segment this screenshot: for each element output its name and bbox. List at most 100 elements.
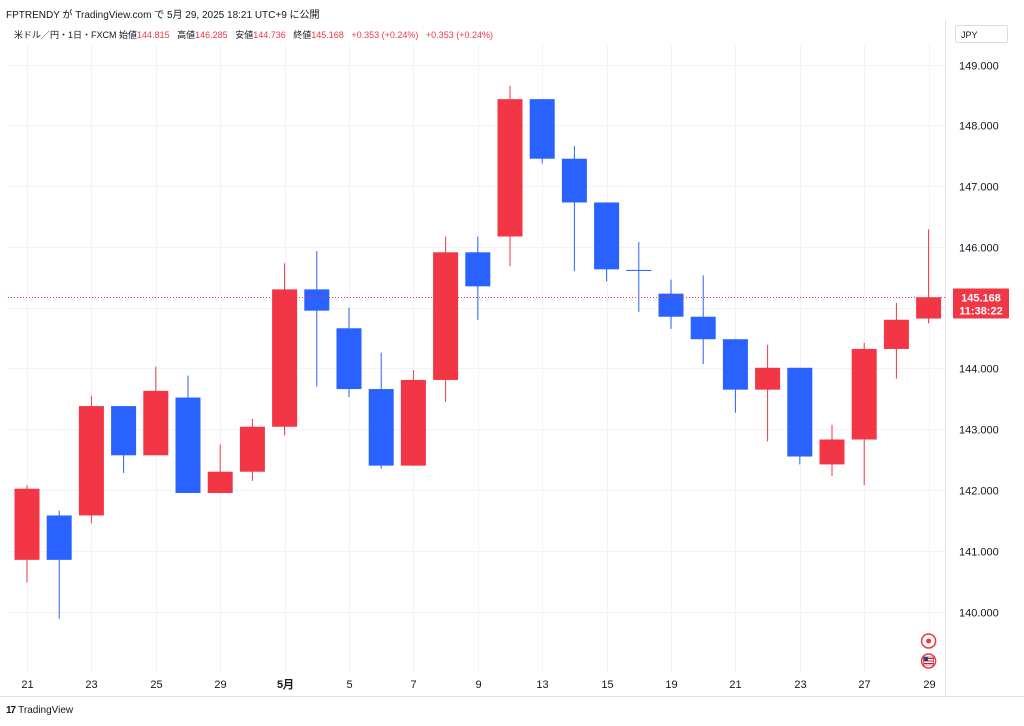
y-tick-label: 142.000 xyxy=(959,486,999,498)
x-tick-label: 5月 xyxy=(277,678,294,691)
candle xyxy=(78,395,104,524)
candle-body xyxy=(787,367,813,457)
x-tick-label: 29 xyxy=(923,679,935,691)
currency-button[interactable]: JPY xyxy=(955,25,1008,43)
low-label: 安値 xyxy=(235,30,254,40)
event-markers xyxy=(920,633,937,669)
change-value: +0.353 (+0.24%) xyxy=(351,30,419,40)
low-value: 144.736 xyxy=(253,30,286,40)
y-tick-label: 140.000 xyxy=(959,608,999,620)
candle-body xyxy=(207,471,233,493)
x-tick-label: 19 xyxy=(665,679,677,691)
candle-body xyxy=(143,390,169,456)
candles xyxy=(14,85,942,619)
candle-body xyxy=(658,293,684,317)
candle-body xyxy=(400,379,426,466)
x-tick-label: 21 xyxy=(21,679,33,691)
candle xyxy=(239,418,265,481)
candle xyxy=(819,424,845,476)
y-tick-label: 143.000 xyxy=(959,425,999,437)
x-tick-label: 9 xyxy=(475,679,481,691)
candle xyxy=(400,370,426,466)
tradingview-footer: 17 TradingView xyxy=(6,705,73,716)
last-price-label: 145.168 xyxy=(961,293,1001,305)
candle xyxy=(561,145,587,272)
candle xyxy=(465,236,491,320)
candle-body xyxy=(755,367,781,390)
candle-body xyxy=(239,426,265,472)
candle-body xyxy=(851,348,877,440)
candle xyxy=(497,85,523,267)
candle xyxy=(658,279,684,329)
candle xyxy=(916,229,942,324)
high-label: 高値 xyxy=(177,30,196,40)
candle-body xyxy=(111,406,137,456)
candle xyxy=(626,241,652,312)
candle xyxy=(883,302,909,379)
tradingview-logo-icon: 17 xyxy=(6,705,16,716)
candle-body xyxy=(304,289,330,311)
candle xyxy=(304,251,330,387)
candle-body xyxy=(916,297,942,319)
ohlc-legend: 米ドル／円・1日・FXCM 始値144.815 高値146.285 安値144.… xyxy=(14,28,498,41)
open-value: 144.815 xyxy=(137,30,170,40)
x-tick-label: 23 xyxy=(794,679,806,691)
x-tick-label: 21 xyxy=(729,679,741,691)
candle xyxy=(272,263,298,436)
candle-body xyxy=(433,252,459,380)
candle xyxy=(722,339,748,413)
candle xyxy=(111,406,137,473)
candle xyxy=(851,342,877,486)
y-tick-label: 141.000 xyxy=(959,547,999,559)
candle-body xyxy=(883,319,909,349)
candle xyxy=(175,375,201,493)
candle xyxy=(690,275,716,365)
change-value-2: +0.353 (+0.24%) xyxy=(425,30,493,40)
x-tick-label: 25 xyxy=(150,679,162,691)
publish-caption: FPTRENDY が TradingView.com で 5月 29, 2025… xyxy=(6,10,320,21)
candle-body xyxy=(722,339,748,390)
us-flag-event-icon xyxy=(920,653,937,669)
symbol-label[interactable]: 米ドル／円・1日・FXCM xyxy=(14,30,117,40)
candle-body xyxy=(561,158,587,203)
candle-body xyxy=(497,99,523,237)
price-axis: 140.000141.000142.000143.000144.000145.0… xyxy=(945,20,999,696)
y-tick-label: 149.000 xyxy=(959,61,999,73)
candle-body xyxy=(690,316,716,340)
close-value: 145.168 xyxy=(311,30,344,40)
candle-body xyxy=(819,439,845,465)
x-tick-label: 13 xyxy=(536,679,548,691)
last-price-tag xyxy=(953,288,1009,319)
candle xyxy=(46,510,72,619)
candle-body xyxy=(368,389,394,466)
candle xyxy=(755,344,781,442)
countdown-label: 11:38:22 xyxy=(959,306,1002,318)
candle xyxy=(368,352,394,469)
x-tick-label: 5 xyxy=(346,679,352,691)
y-tick-label: 146.000 xyxy=(959,243,999,255)
high-value: 146.285 xyxy=(195,30,228,40)
time-axis: 21 23 25 29 5月 5 7 9 13 15 19 21 23 27 29 xyxy=(0,678,1024,697)
x-tick-label: 15 xyxy=(601,679,613,691)
candle xyxy=(433,236,459,402)
y-tick-label: 148.000 xyxy=(959,121,999,133)
candle-body xyxy=(465,252,491,287)
y-tick-label: 144.000 xyxy=(959,364,999,376)
x-tick-label: 27 xyxy=(858,679,870,691)
candle xyxy=(143,366,169,456)
open-label: 始値 xyxy=(119,30,138,40)
candle-body xyxy=(594,202,620,270)
tradingview-brand: TradingView xyxy=(18,705,74,716)
candle-body xyxy=(529,99,555,159)
close-label: 終値 xyxy=(293,30,312,40)
candle-body xyxy=(78,406,104,516)
candle-body xyxy=(336,328,362,390)
flag-canton xyxy=(923,657,929,661)
candle xyxy=(336,307,362,397)
candle-body xyxy=(272,289,298,427)
candle xyxy=(207,444,233,493)
earnings-marker-dot xyxy=(926,638,932,644)
candle xyxy=(787,367,813,465)
